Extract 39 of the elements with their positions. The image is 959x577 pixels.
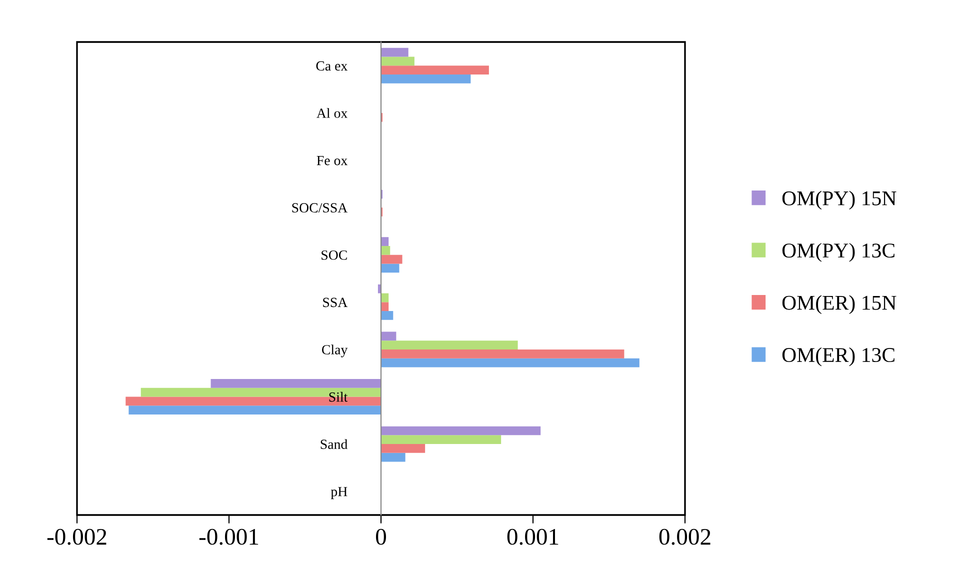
bar — [128, 406, 381, 414]
legend-label: OM(ER) 15N — [782, 295, 896, 314]
bar — [381, 452, 406, 462]
x-tick-label: -0.002 — [47, 528, 106, 545]
y-tick-label: Clay — [322, 344, 348, 358]
bar — [381, 246, 390, 255]
bar — [381, 48, 408, 57]
y-tick-label: pH — [330, 487, 348, 500]
bar — [381, 264, 400, 273]
x-tick-label: -0.001 — [199, 528, 258, 545]
y-tick-label: Sand — [320, 439, 348, 450]
bar — [381, 311, 394, 320]
bar — [210, 379, 381, 388]
x-tick-label: 0.001 — [507, 528, 558, 545]
bar — [381, 254, 402, 264]
y-tick-label: Fe ox — [316, 156, 348, 166]
y-tick-label: Silt — [329, 392, 348, 402]
bar — [381, 237, 389, 246]
bar — [381, 332, 396, 341]
bar — [381, 444, 426, 453]
bar — [381, 66, 489, 75]
bar — [381, 349, 624, 358]
legend-label: OM(PY) 15N — [782, 190, 896, 210]
x-tick-label: 0 — [376, 528, 386, 545]
bar — [381, 302, 389, 312]
y-tick-label: SOC/SSA — [292, 203, 348, 213]
bar — [381, 358, 640, 368]
y-tick-label: Ca ex — [316, 61, 348, 71]
legend-label: OM(ER) 13C — [782, 347, 894, 366]
bar — [381, 340, 518, 350]
bar — [381, 56, 414, 66]
y-tick-label: SOC — [322, 250, 347, 260]
bar — [381, 435, 502, 444]
y-tick-label: Al ox — [316, 108, 348, 118]
y-tick-label: SSA — [323, 298, 348, 308]
legend-label: OM(PY) 13C — [782, 242, 894, 262]
x-tick-label: 0.002 — [659, 528, 710, 545]
bar — [381, 74, 471, 84]
bar — [381, 426, 541, 436]
